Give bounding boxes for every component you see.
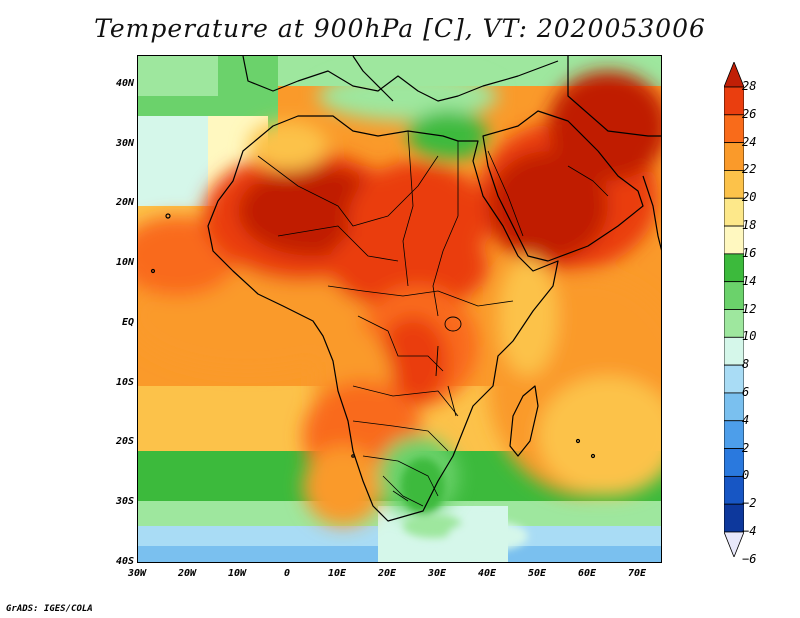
colorbar-label: 18 (742, 218, 757, 233)
colorbar-swatch (724, 448, 744, 477)
colorbar-label: 8 (742, 357, 750, 372)
colorbar-label: −4 (742, 524, 757, 538)
lat-tick-label: 40N (115, 77, 134, 89)
colorbar (724, 62, 744, 557)
lon-tick-label: 30W (127, 568, 147, 579)
lat-tick-label: 10N (115, 257, 134, 269)
colorbar-label: 2 (742, 440, 750, 455)
map-title: Temperature at 900hPa [C], VT: 202005300… (94, 14, 706, 43)
colorbar-label: 6 (742, 384, 750, 399)
lat-tick-label: 20N (115, 197, 134, 209)
lat-tick-label: 30N (115, 137, 134, 149)
colorbar-swatch (724, 392, 744, 422)
colorbar-label: −6 (742, 551, 757, 566)
colorbar-swatch (724, 170, 744, 199)
lon-tick-label: 30E (427, 568, 447, 579)
europe-coastline (242, 56, 559, 102)
lon-tick-label: 70E (627, 568, 647, 579)
lon-tick-label: 60E (577, 568, 597, 579)
lon-tick-label: 20E (377, 568, 397, 579)
colorbar-swatch (724, 281, 744, 310)
colorbar-label: 26 (742, 106, 757, 121)
colorbar-swatch (724, 197, 744, 227)
colorbar-label: 20 (742, 190, 757, 205)
grads-credit: GrADS: IGES/COLA (6, 604, 93, 614)
colorbar-label: 12 (742, 301, 757, 316)
lon-tick-label: 10W (227, 568, 247, 579)
lat-tick-label: 10S (115, 376, 134, 388)
colorbar-label: 4 (742, 412, 750, 427)
lat-tick-label: 40S (115, 556, 134, 567)
colorbar-swatch (724, 420, 744, 449)
colorbar-swatch-min (724, 531, 744, 557)
lat-tick-label: 20S (115, 436, 134, 448)
colorbar-label: 0 (742, 468, 750, 483)
lon-tick-label: 0 (283, 568, 291, 579)
colorbar-swatch (724, 114, 744, 144)
lon-tick-label: 20W (177, 568, 197, 579)
lat-tick-label: EQ (121, 316, 134, 328)
colorbar-swatch (724, 309, 744, 338)
colorbar-swatch (724, 86, 744, 116)
madagascar-coastline (509, 385, 539, 457)
colorbar-swatch (724, 503, 744, 533)
colorbar-label: 22 (742, 162, 757, 177)
colorbar-swatch (724, 142, 744, 171)
colorbar-swatch (724, 364, 744, 394)
colorbar-swatch (724, 475, 744, 505)
colorbar-swatch (724, 336, 744, 366)
colorbar-label: 24 (742, 134, 757, 149)
colorbar-swatch (724, 253, 744, 283)
colorbar-swatch (724, 225, 744, 255)
colorbar-swatch-max (724, 62, 744, 88)
colorbar-label: 14 (742, 273, 757, 288)
temperature-map (137, 55, 662, 563)
lon-tick-label: 50E (527, 568, 547, 579)
lat-tick-label: 30S (115, 496, 134, 508)
temperature-field (138, 56, 661, 562)
colorbar-label: 16 (742, 245, 757, 260)
colorbar-label: 28 (742, 79, 757, 93)
lon-tick-label: 40E (477, 568, 497, 579)
arabia-coastline (482, 110, 644, 262)
lon-tick-label: 10E (327, 568, 347, 579)
colorbar-label: 10 (742, 329, 757, 344)
colorbar-label: −2 (742, 496, 757, 511)
